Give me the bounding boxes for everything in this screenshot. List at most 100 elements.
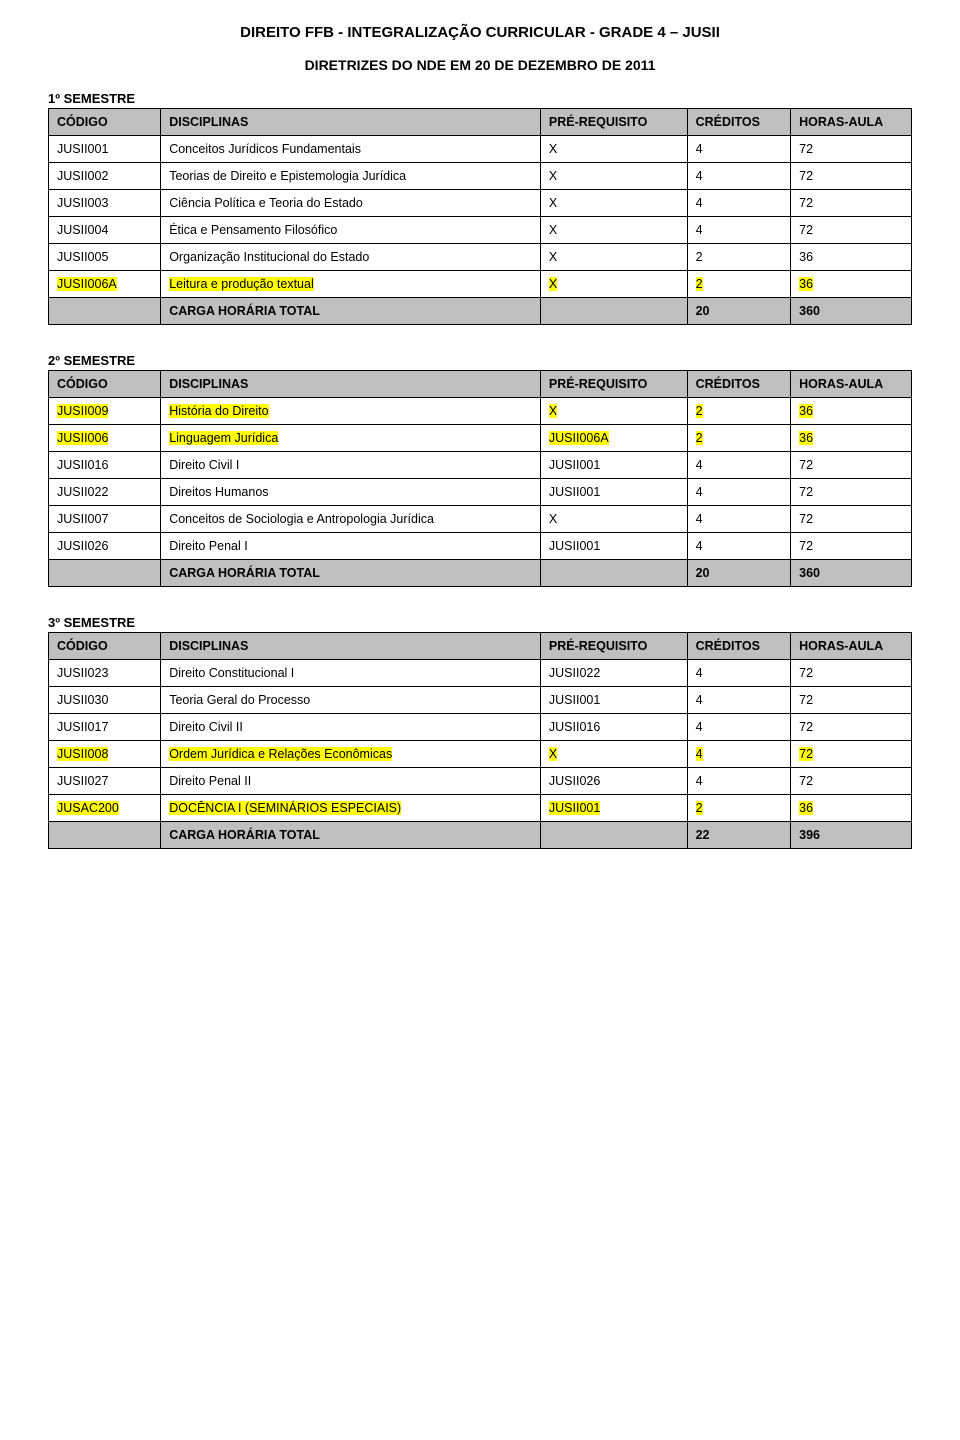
cell-prer: JUSII001 — [540, 452, 687, 479]
semester-table: CÓDIGODISCIPLINASPRÉ-REQUISITOCRÉDITOSHO… — [48, 370, 912, 587]
cell-code: JUSII008 — [49, 741, 161, 768]
cell-code: JUSII005 — [49, 244, 161, 271]
cell-prer: X — [540, 506, 687, 533]
footer-empty — [540, 560, 687, 587]
cell-prer: X — [540, 136, 687, 163]
footer-empty — [540, 298, 687, 325]
cell-cred: 4 — [687, 163, 791, 190]
col-header-cred: CRÉDITOS — [687, 109, 791, 136]
cell-disc: Direitos Humanos — [161, 479, 541, 506]
footer-total-hours: 360 — [791, 560, 912, 587]
cell-hours: 72 — [791, 660, 912, 687]
cell-prer: X — [540, 190, 687, 217]
cell-code: JUSII022 — [49, 479, 161, 506]
cell-cred: 4 — [687, 479, 791, 506]
col-header-prer: PRÉ-REQUISITO — [540, 371, 687, 398]
cell-disc: Direito Civil II — [161, 714, 541, 741]
cell-cred: 4 — [687, 136, 791, 163]
cell-disc: Direito Penal I — [161, 533, 541, 560]
cell-cred: 2 — [687, 398, 791, 425]
table-row: JUSII027Direito Penal IIJUSII026472 — [49, 768, 912, 795]
cell-code: JUSAC200 — [49, 795, 161, 822]
cell-code: JUSII030 — [49, 687, 161, 714]
cell-cred: 2 — [687, 244, 791, 271]
cell-code: JUSII017 — [49, 714, 161, 741]
table-row: JUSII016Direito Civil IJUSII001472 — [49, 452, 912, 479]
cell-prer: JUSII001 — [540, 687, 687, 714]
page-title: DIREITO FFB - INTEGRALIZAÇÃO CURRICULAR … — [48, 24, 912, 41]
cell-code: JUSII006 — [49, 425, 161, 452]
table-row: JUSII005Organização Institucional do Est… — [49, 244, 912, 271]
cell-disc: DOCÊNCIA I (SEMINÁRIOS ESPECIAIS) — [161, 795, 541, 822]
cell-cred: 4 — [687, 714, 791, 741]
footer-total-cred: 20 — [687, 560, 791, 587]
cell-code: JUSII002 — [49, 163, 161, 190]
table-row: JUSII009História do DireitoX236 — [49, 398, 912, 425]
footer-row: CARGA HORÁRIA TOTAL 20360 — [49, 560, 912, 587]
cell-disc: Teoria Geral do Processo — [161, 687, 541, 714]
cell-hours: 36 — [791, 244, 912, 271]
cell-cred: 4 — [687, 533, 791, 560]
table-row: JUSII006ALeitura e produção textualX236 — [49, 271, 912, 298]
table-row: JUSII026Direito Penal IJUSII001472 — [49, 533, 912, 560]
cell-cred: 4 — [687, 741, 791, 768]
cell-prer: JUSII006A — [540, 425, 687, 452]
semester-table: CÓDIGODISCIPLINASPRÉ-REQUISITOCRÉDITOSHO… — [48, 632, 912, 849]
col-header-hours: HORAS-AULA — [791, 633, 912, 660]
cell-disc: Teorias de Direito e Epistemologia Juríd… — [161, 163, 541, 190]
cell-prer: JUSII022 — [540, 660, 687, 687]
col-header-code: CÓDIGO — [49, 371, 161, 398]
cell-code: JUSII027 — [49, 768, 161, 795]
cell-prer: JUSII026 — [540, 768, 687, 795]
cell-cred: 4 — [687, 452, 791, 479]
cell-hours: 72 — [791, 479, 912, 506]
cell-disc: Direito Civil I — [161, 452, 541, 479]
cell-prer: JUSII001 — [540, 795, 687, 822]
semesters-container: 1º SEMESTRECÓDIGODISCIPLINASPRÉ-REQUISIT… — [48, 91, 912, 849]
cell-prer: JUSII016 — [540, 714, 687, 741]
table-row: JUSII004Ética e Pensamento FilosóficoX47… — [49, 217, 912, 244]
col-header-prer: PRÉ-REQUISITO — [540, 109, 687, 136]
footer-empty — [49, 822, 161, 849]
table-row: JUSII023Direito Constitucional IJUSII022… — [49, 660, 912, 687]
semester-table: CÓDIGODISCIPLINASPRÉ-REQUISITOCRÉDITOSHO… — [48, 108, 912, 325]
cell-disc: Ciência Política e Teoria do Estado — [161, 190, 541, 217]
col-header-disc: DISCIPLINAS — [161, 371, 541, 398]
cell-prer: X — [540, 163, 687, 190]
cell-cred: 2 — [687, 795, 791, 822]
cell-hours: 72 — [791, 768, 912, 795]
cell-hours: 36 — [791, 271, 912, 298]
col-header-hours: HORAS-AULA — [791, 371, 912, 398]
cell-prer: X — [540, 271, 687, 298]
footer-row: CARGA HORÁRIA TOTAL22396 — [49, 822, 912, 849]
semester-label: 1º SEMESTRE — [48, 91, 912, 106]
semester-label: 2º SEMESTRE — [48, 353, 912, 368]
cell-hours: 72 — [791, 163, 912, 190]
page-subtitle: DIRETRIZES DO NDE EM 20 DE DEZEMBRO DE 2… — [48, 57, 912, 73]
cell-disc: Linguagem Jurídica — [161, 425, 541, 452]
cell-hours: 72 — [791, 452, 912, 479]
footer-label: CARGA HORÁRIA TOTAL — [161, 560, 541, 587]
footer-empty — [49, 560, 161, 587]
col-header-code: CÓDIGO — [49, 633, 161, 660]
cell-prer: X — [540, 217, 687, 244]
cell-prer: JUSII001 — [540, 479, 687, 506]
cell-disc: História do Direito — [161, 398, 541, 425]
cell-hours: 72 — [791, 714, 912, 741]
col-header-hours: HORAS-AULA — [791, 109, 912, 136]
col-header-disc: DISCIPLINAS — [161, 633, 541, 660]
footer-total-hours: 360 — [791, 298, 912, 325]
table-row: JUSII017Direito Civil IIJUSII016472 — [49, 714, 912, 741]
cell-code: JUSII007 — [49, 506, 161, 533]
footer-row: CARGA HORÁRIA TOTAL20360 — [49, 298, 912, 325]
col-header-prer: PRÉ-REQUISITO — [540, 633, 687, 660]
cell-cred: 2 — [687, 271, 791, 298]
cell-disc: Conceitos de Sociologia e Antropologia J… — [161, 506, 541, 533]
cell-cred: 4 — [687, 660, 791, 687]
cell-code: JUSII004 — [49, 217, 161, 244]
table-row: JUSII001Conceitos Jurídicos Fundamentais… — [49, 136, 912, 163]
footer-empty — [540, 822, 687, 849]
cell-hours: 72 — [791, 506, 912, 533]
col-header-disc: DISCIPLINAS — [161, 109, 541, 136]
table-row: JUSII007Conceitos de Sociologia e Antrop… — [49, 506, 912, 533]
